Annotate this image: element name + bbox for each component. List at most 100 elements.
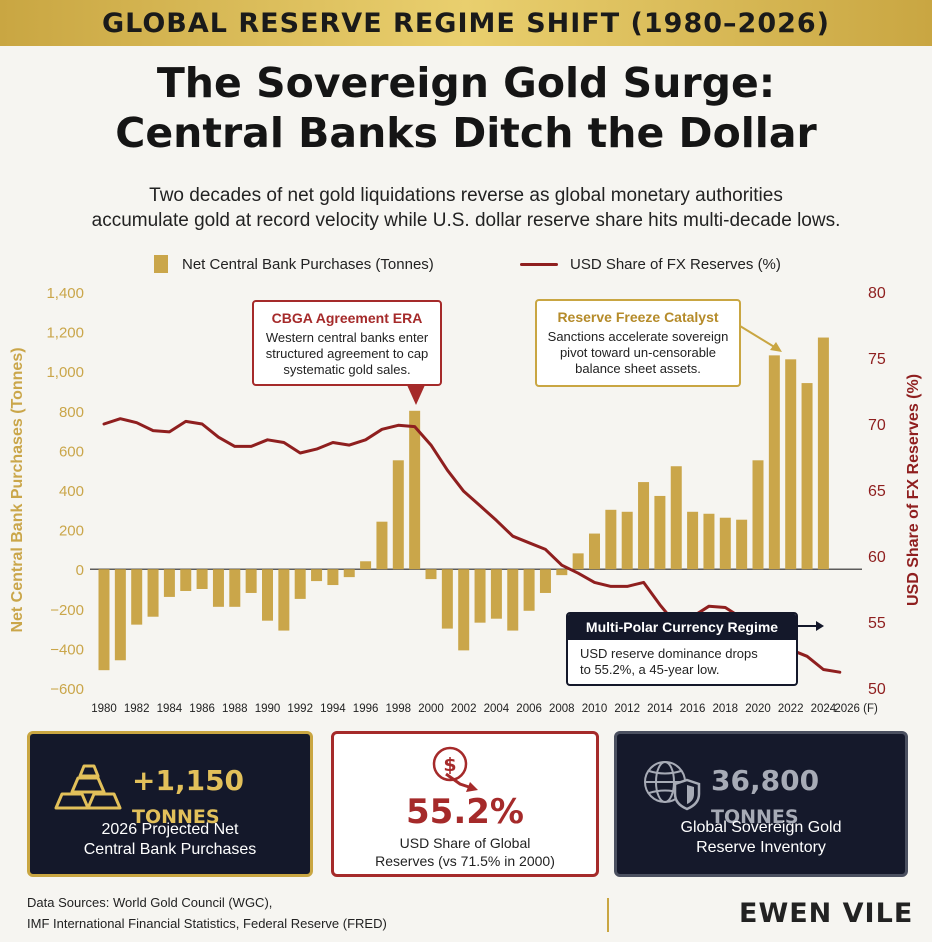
bar-2012 [621, 511, 633, 570]
legend-line-swatch [520, 262, 558, 266]
x-tick-label: 1992 [287, 703, 313, 715]
x-tick-label: 2008 [549, 703, 575, 715]
x-tick-label: 1996 [353, 703, 379, 715]
x-tick-label: 2010 [582, 703, 608, 715]
y-tick-label: 800 [59, 404, 84, 421]
y2-tick-label: 75 [868, 351, 886, 368]
annotation-multipolar-title: Multi-Polar Currency Regime [568, 614, 796, 640]
annotation-freeze-line-2: pivot toward un-censorable [559, 345, 717, 360]
x-tick-label: 2018 [713, 703, 739, 715]
subtitle-line-2: accumulate gold at record velocity while… [91, 210, 841, 231]
card2-line-2: Reserves (vs 71.5% in 2000) [375, 853, 555, 869]
x-tick-label: 2000 [418, 703, 444, 715]
bar-1991 [278, 569, 290, 631]
svg-text:$: $ [443, 754, 456, 776]
bar-1996 [360, 561, 372, 570]
x-tick-label: 1982 [124, 703, 150, 715]
bar-2021 [768, 355, 780, 570]
bar-1992 [294, 569, 306, 599]
bar-2016 [687, 511, 699, 570]
bar-1987 [212, 569, 224, 607]
sources-line-1: Data Sources: World Gold Council (WGC), [27, 895, 273, 910]
bar-2023 [801, 383, 813, 570]
card3-line-2: Reserve Inventory [696, 839, 826, 856]
y-axis-label: Net Central Bank Purchases (Tonnes) [9, 347, 26, 632]
sources-line-2: IMF International Financial Statistics, … [27, 916, 387, 931]
x-tick-label: 2002 [451, 703, 477, 715]
bar-2014 [654, 495, 666, 570]
y2-tick-label: 60 [868, 549, 886, 566]
y2-tick-label: 80 [868, 285, 886, 302]
annotation-multipolar: Multi-Polar Currency Regime USD reserve … [566, 612, 798, 686]
x-tick-label: 2016 [680, 703, 706, 715]
annotation-multipolar-line-2: to 55.2%, a 45-year low. [580, 662, 720, 677]
card2-value: 55.2% [406, 792, 524, 832]
x-tick-label: 2004 [484, 703, 510, 715]
card3-line-1: Global Sovereign Gold [680, 819, 842, 836]
annotation-cbga: CBGA Agreement ERA Western central banks… [252, 300, 442, 386]
y-tick-label: −200 [50, 602, 84, 619]
y-tick-label: 600 [59, 443, 84, 460]
bar-1993 [311, 569, 323, 582]
bar-1982 [131, 569, 143, 625]
card1-description: 2026 Projected Net Central Bank Purchase… [30, 820, 310, 860]
bar-2002 [458, 569, 470, 651]
card1-line-2: Central Bank Purchases [83, 841, 257, 858]
legend-bar-label: Net Central Bank Purchases (Tonnes) [182, 255, 434, 273]
bar-2003 [474, 569, 486, 623]
title-line-1: The Sovereign Gold Surge: [156, 59, 776, 107]
annotation-multipolar-body: USD reserve dominance drops to 55.2%, a … [568, 640, 796, 678]
bar-2019 [736, 519, 748, 570]
bar-1985 [180, 569, 192, 591]
x-tick-label: 1988 [222, 703, 248, 715]
y2-tick-label: 50 [868, 681, 886, 698]
bar-2024 [817, 337, 829, 570]
card2-line-1: USD Share of Global [399, 835, 531, 851]
annotation-freeze: Reserve Freeze Catalyst Sanctions accele… [535, 299, 741, 387]
card3-unit: TONNES [711, 806, 799, 828]
bar-1994 [327, 569, 339, 586]
x-tick-label: 1994 [320, 703, 346, 715]
bar-2007 [539, 569, 551, 593]
card1-value: +1,150 [132, 764, 245, 797]
bar-2010 [589, 533, 600, 570]
y-tick-label: 1,200 [46, 325, 84, 342]
bar-1997 [376, 521, 388, 570]
card1-unit: TONNES [132, 806, 220, 828]
bar-1989 [245, 569, 257, 593]
subtitle-line-1: Two decades of net gold liquidations rev… [149, 185, 783, 206]
top-banner: GLOBAL RESERVE REGIME SHIFT (1980–2026) [0, 0, 932, 46]
y-tick-label: 1,400 [46, 285, 84, 302]
y-tick-label: 200 [59, 523, 84, 540]
bar-2020 [752, 460, 764, 570]
globe-shield-icon [644, 761, 701, 811]
bar-1980 [98, 569, 110, 671]
y-tick-label: 1,000 [46, 364, 84, 381]
annotation-cbga-arrow [407, 385, 425, 405]
usd-share-line [102, 417, 842, 674]
bar-2017 [703, 513, 715, 570]
x-tick-label: 2014 [647, 703, 673, 715]
bar-2004 [490, 569, 502, 619]
stat-card-projected-purchases: +1,150 TONNES 2026 Projected Net Central… [27, 731, 313, 877]
annotation-cbga-line-3: systematic gold sales. [283, 362, 411, 377]
annotation-cbga-line-1: Western central banks enter [265, 330, 429, 345]
bar-2000 [425, 569, 437, 580]
x-tick-label: 1980 [91, 703, 117, 715]
annotation-freeze-line-1: Sanctions accelerate sovereign [547, 329, 729, 344]
y2-tick-label: 65 [868, 483, 886, 500]
bar-2001 [441, 569, 453, 629]
y-tick-label: 0 [76, 562, 84, 579]
legend-bar-swatch [154, 255, 168, 273]
stat-card-gold-inventory: 36,800 TONNES Global Sovereign Gold Rese… [614, 731, 908, 877]
y-tick-label: −600 [50, 681, 84, 698]
bar-1981 [114, 569, 126, 661]
annotation-multipolar-pointer [794, 621, 824, 631]
x-tick-label: 2022 [778, 703, 804, 715]
x-tick-label: 2020 [745, 703, 771, 715]
bar-1988 [229, 569, 241, 607]
dollar-decline-icon: $ [432, 746, 478, 792]
x-tick-label: 1984 [157, 703, 183, 715]
annotation-cbga-line-2: structured agreement to cap [265, 346, 429, 361]
y-tick-label: 400 [59, 483, 84, 500]
